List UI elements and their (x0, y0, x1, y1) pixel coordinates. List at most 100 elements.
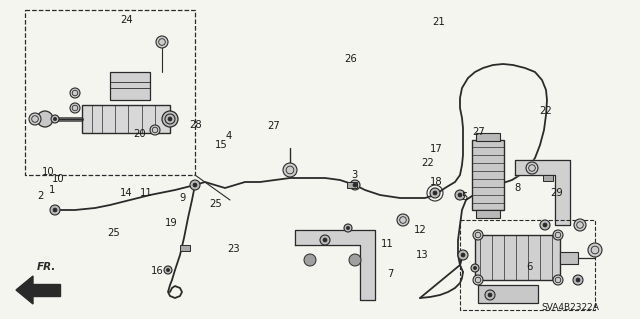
Text: 29: 29 (550, 188, 563, 198)
Text: 9: 9 (180, 193, 186, 204)
Bar (472, 140, 504, 210)
Text: 6: 6 (527, 262, 533, 272)
Text: 3: 3 (351, 170, 358, 180)
Circle shape (574, 219, 586, 231)
Bar (82, 105, 170, 133)
Circle shape (70, 88, 80, 98)
Circle shape (350, 180, 360, 190)
Circle shape (344, 224, 352, 232)
Text: 4: 4 (225, 130, 232, 141)
Circle shape (458, 250, 468, 260)
Circle shape (323, 238, 327, 242)
Circle shape (488, 293, 492, 297)
Circle shape (576, 278, 580, 282)
Text: 22: 22 (421, 158, 434, 168)
Text: 10: 10 (52, 174, 65, 184)
Text: 18: 18 (429, 177, 442, 187)
Polygon shape (16, 276, 33, 304)
Circle shape (473, 230, 483, 240)
Bar (475, 235, 560, 280)
Text: 21: 21 (432, 17, 445, 27)
Circle shape (473, 275, 483, 285)
Bar (180, 245, 190, 251)
Text: 17: 17 (429, 144, 442, 154)
Text: 22: 22 (539, 106, 552, 116)
Bar (347, 182, 357, 188)
Bar (110, 72, 150, 100)
Text: 27: 27 (268, 121, 280, 131)
Circle shape (553, 230, 563, 240)
Circle shape (461, 253, 465, 257)
Circle shape (162, 111, 178, 127)
Circle shape (283, 163, 297, 177)
Text: 11: 11 (140, 188, 152, 198)
Circle shape (150, 125, 160, 135)
Circle shape (168, 117, 172, 121)
Text: 26: 26 (344, 54, 357, 64)
Text: 25: 25 (108, 228, 120, 238)
Circle shape (70, 103, 80, 113)
Circle shape (455, 190, 465, 200)
Text: 24: 24 (120, 15, 132, 25)
Text: 8: 8 (514, 183, 520, 193)
Polygon shape (515, 160, 570, 225)
Text: 13: 13 (416, 250, 429, 260)
Text: 12: 12 (414, 225, 427, 235)
Circle shape (50, 205, 60, 215)
Circle shape (304, 254, 316, 266)
Bar (560, 252, 578, 264)
Circle shape (397, 214, 409, 226)
Circle shape (540, 220, 550, 230)
Circle shape (166, 268, 170, 271)
Circle shape (353, 183, 357, 187)
Circle shape (573, 275, 583, 285)
Circle shape (474, 266, 477, 270)
Text: 10: 10 (42, 167, 55, 177)
Circle shape (430, 188, 440, 198)
Text: 16: 16 (151, 266, 164, 276)
Circle shape (349, 254, 361, 266)
Polygon shape (33, 284, 60, 296)
Text: 1: 1 (49, 185, 56, 195)
Text: 2: 2 (37, 191, 44, 201)
Circle shape (53, 117, 56, 121)
Text: FR.: FR. (36, 262, 56, 272)
Polygon shape (295, 230, 375, 300)
Circle shape (165, 114, 175, 124)
Circle shape (485, 290, 495, 300)
Circle shape (588, 243, 602, 257)
Text: SVA4B2322A: SVA4B2322A (541, 303, 599, 313)
Circle shape (37, 111, 53, 127)
Circle shape (320, 235, 330, 245)
Text: 14: 14 (120, 188, 132, 198)
Bar (476, 133, 500, 141)
Circle shape (53, 208, 57, 212)
Text: 25: 25 (209, 198, 222, 209)
Circle shape (156, 36, 168, 48)
Circle shape (164, 266, 172, 274)
Circle shape (193, 183, 197, 187)
Text: 20: 20 (133, 129, 146, 139)
Bar (476, 210, 500, 218)
Bar (543, 175, 553, 181)
Circle shape (543, 223, 547, 227)
Bar (460, 220, 595, 310)
Circle shape (553, 275, 563, 285)
Circle shape (471, 264, 479, 272)
Circle shape (526, 162, 538, 174)
Circle shape (29, 113, 41, 125)
Text: 19: 19 (165, 218, 178, 228)
Circle shape (51, 115, 59, 123)
Text: 28: 28 (189, 120, 202, 130)
Bar (478, 285, 538, 303)
Text: 23: 23 (227, 244, 240, 254)
Circle shape (190, 180, 200, 190)
Circle shape (433, 191, 437, 195)
Text: 11: 11 (381, 239, 394, 249)
Text: 15: 15 (214, 140, 227, 150)
Text: 27: 27 (472, 127, 485, 137)
Circle shape (346, 226, 349, 230)
Text: 7: 7 (387, 269, 394, 279)
Text: 5: 5 (461, 192, 468, 202)
Circle shape (458, 193, 462, 197)
